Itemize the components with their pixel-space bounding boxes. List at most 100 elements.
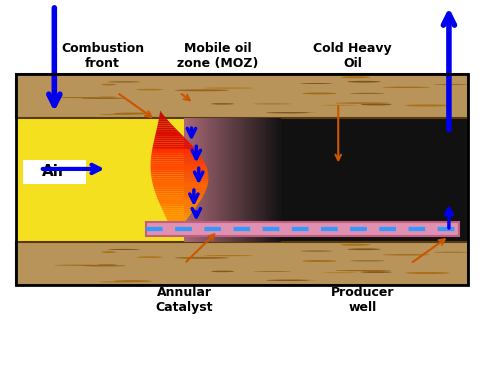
Bar: [16, 74, 468, 286]
Bar: [146, 222, 458, 236]
Polygon shape: [159, 115, 165, 117]
Bar: [16, 242, 468, 286]
Bar: [244, 118, 248, 242]
Bar: [211, 118, 214, 242]
Ellipse shape: [211, 270, 234, 272]
Ellipse shape: [203, 255, 254, 256]
Bar: [257, 118, 260, 242]
Polygon shape: [161, 206, 197, 208]
Polygon shape: [151, 166, 207, 168]
Polygon shape: [154, 136, 185, 138]
Ellipse shape: [102, 251, 116, 253]
Polygon shape: [151, 153, 200, 155]
Polygon shape: [159, 202, 199, 204]
Ellipse shape: [99, 114, 134, 115]
Ellipse shape: [302, 260, 337, 262]
Ellipse shape: [348, 81, 381, 83]
Ellipse shape: [97, 97, 117, 98]
Ellipse shape: [405, 104, 450, 106]
Ellipse shape: [54, 265, 100, 266]
Ellipse shape: [405, 272, 450, 274]
Polygon shape: [153, 185, 208, 187]
Ellipse shape: [175, 257, 229, 259]
Text: Combustion
front: Combustion front: [61, 42, 144, 70]
Polygon shape: [151, 161, 205, 164]
Polygon shape: [153, 141, 189, 142]
Ellipse shape: [97, 264, 117, 265]
Ellipse shape: [383, 254, 430, 255]
Bar: [203, 118, 207, 242]
Bar: [215, 118, 219, 242]
Polygon shape: [168, 223, 184, 225]
Ellipse shape: [348, 248, 381, 250]
Polygon shape: [157, 126, 175, 128]
Ellipse shape: [113, 113, 151, 115]
Ellipse shape: [361, 104, 392, 105]
Ellipse shape: [81, 98, 126, 99]
Ellipse shape: [211, 103, 234, 105]
Bar: [213, 118, 216, 242]
Polygon shape: [151, 174, 209, 177]
Polygon shape: [173, 234, 177, 236]
Polygon shape: [151, 170, 208, 172]
Ellipse shape: [136, 257, 164, 258]
Polygon shape: [156, 128, 177, 130]
Polygon shape: [152, 147, 195, 149]
Ellipse shape: [136, 89, 164, 90]
Polygon shape: [171, 230, 180, 232]
Bar: [230, 118, 233, 242]
Polygon shape: [156, 196, 203, 198]
Polygon shape: [158, 119, 169, 121]
Ellipse shape: [302, 92, 337, 94]
Polygon shape: [159, 117, 167, 119]
Polygon shape: [153, 187, 207, 189]
Polygon shape: [158, 121, 171, 123]
Ellipse shape: [286, 112, 316, 113]
Bar: [208, 118, 212, 242]
Text: Producer
well: Producer well: [331, 286, 394, 314]
Polygon shape: [162, 208, 195, 211]
Ellipse shape: [335, 270, 391, 271]
Ellipse shape: [383, 87, 430, 88]
Bar: [16, 74, 468, 118]
Ellipse shape: [175, 89, 229, 91]
Bar: [278, 118, 282, 242]
Polygon shape: [174, 236, 176, 238]
Bar: [237, 118, 241, 242]
Polygon shape: [152, 145, 193, 147]
Bar: [273, 118, 277, 242]
Bar: [194, 118, 197, 242]
Polygon shape: [152, 183, 208, 185]
Bar: [242, 118, 245, 242]
Ellipse shape: [361, 271, 392, 273]
Ellipse shape: [341, 244, 370, 246]
Bar: [240, 118, 243, 242]
Ellipse shape: [102, 84, 116, 86]
Ellipse shape: [323, 272, 357, 273]
Ellipse shape: [350, 93, 384, 94]
Polygon shape: [156, 130, 179, 132]
Bar: [259, 118, 262, 242]
Polygon shape: [151, 179, 209, 181]
Polygon shape: [152, 149, 197, 151]
Bar: [23, 160, 86, 184]
Text: Air: Air: [42, 164, 66, 179]
Text: Mobile oil
zone (MOZ): Mobile oil zone (MOZ): [177, 42, 258, 70]
Polygon shape: [151, 155, 201, 157]
Bar: [187, 118, 190, 242]
Polygon shape: [165, 215, 190, 217]
Polygon shape: [169, 225, 182, 228]
Polygon shape: [164, 212, 192, 215]
Bar: [225, 118, 228, 242]
Text: Cold Heavy
Oil: Cold Heavy Oil: [313, 42, 392, 70]
Polygon shape: [157, 123, 173, 126]
Bar: [197, 118, 200, 242]
Polygon shape: [166, 219, 187, 221]
Bar: [199, 118, 202, 242]
Polygon shape: [151, 177, 209, 179]
Polygon shape: [158, 200, 201, 202]
Ellipse shape: [81, 265, 126, 266]
Ellipse shape: [253, 271, 291, 272]
Polygon shape: [154, 138, 187, 141]
Bar: [269, 118, 272, 242]
